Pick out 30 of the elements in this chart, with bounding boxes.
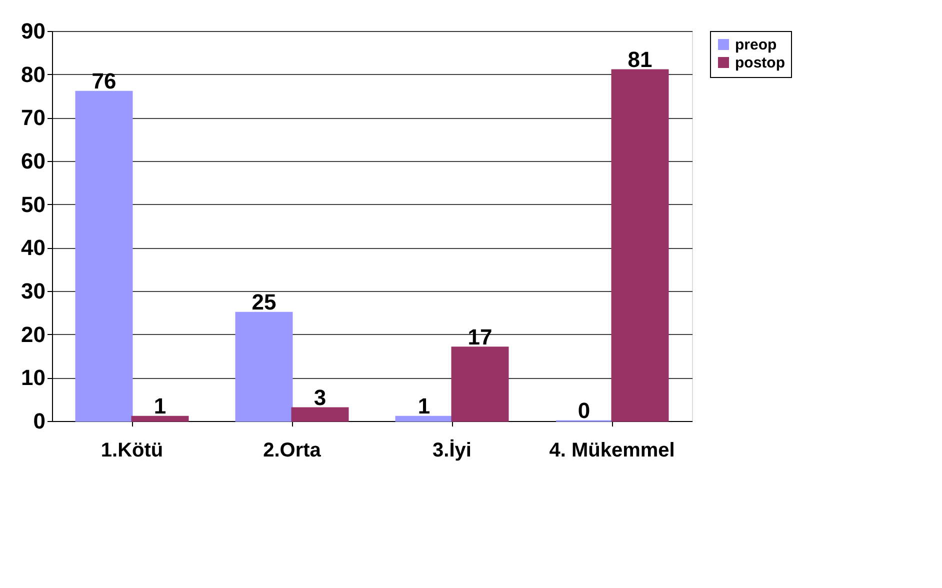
legend-label: preop [735,36,777,54]
y-tick-label: 50 [21,192,46,217]
y-tick-label: 70 [21,105,46,130]
x-tick-label: 3.İyi [432,438,472,462]
y-tick-label: 40 [21,235,46,260]
bar [291,407,349,422]
y-tick-label: 60 [21,148,46,174]
y-tick-label: 30 [21,278,46,304]
data-label: 25 [252,290,276,315]
data-label: 0 [578,398,590,423]
x-tick-label: 2.Orta [263,440,322,462]
x-tick-label: 1.Kötü [100,440,164,462]
legend-label: postop [735,54,785,72]
y-tick-label: 0 [33,408,46,434]
bar [611,69,669,422]
bar [235,312,293,422]
x-tick-label: 4. Mükemmel [549,440,675,462]
y-tick-label: 90 [21,18,46,44]
y-tick-label: 10 [21,365,46,390]
data-label: 76 [92,68,116,94]
y-tick-label: 20 [21,322,46,347]
bar [131,416,189,422]
data-label: 1 [418,394,430,419]
bar [451,346,509,422]
y-tick-label: 80 [21,62,46,87]
data-label: 1 [154,394,166,419]
bar [395,416,453,422]
bar [75,90,133,422]
data-label: 3 [314,385,326,410]
data-label: 81 [628,47,652,72]
